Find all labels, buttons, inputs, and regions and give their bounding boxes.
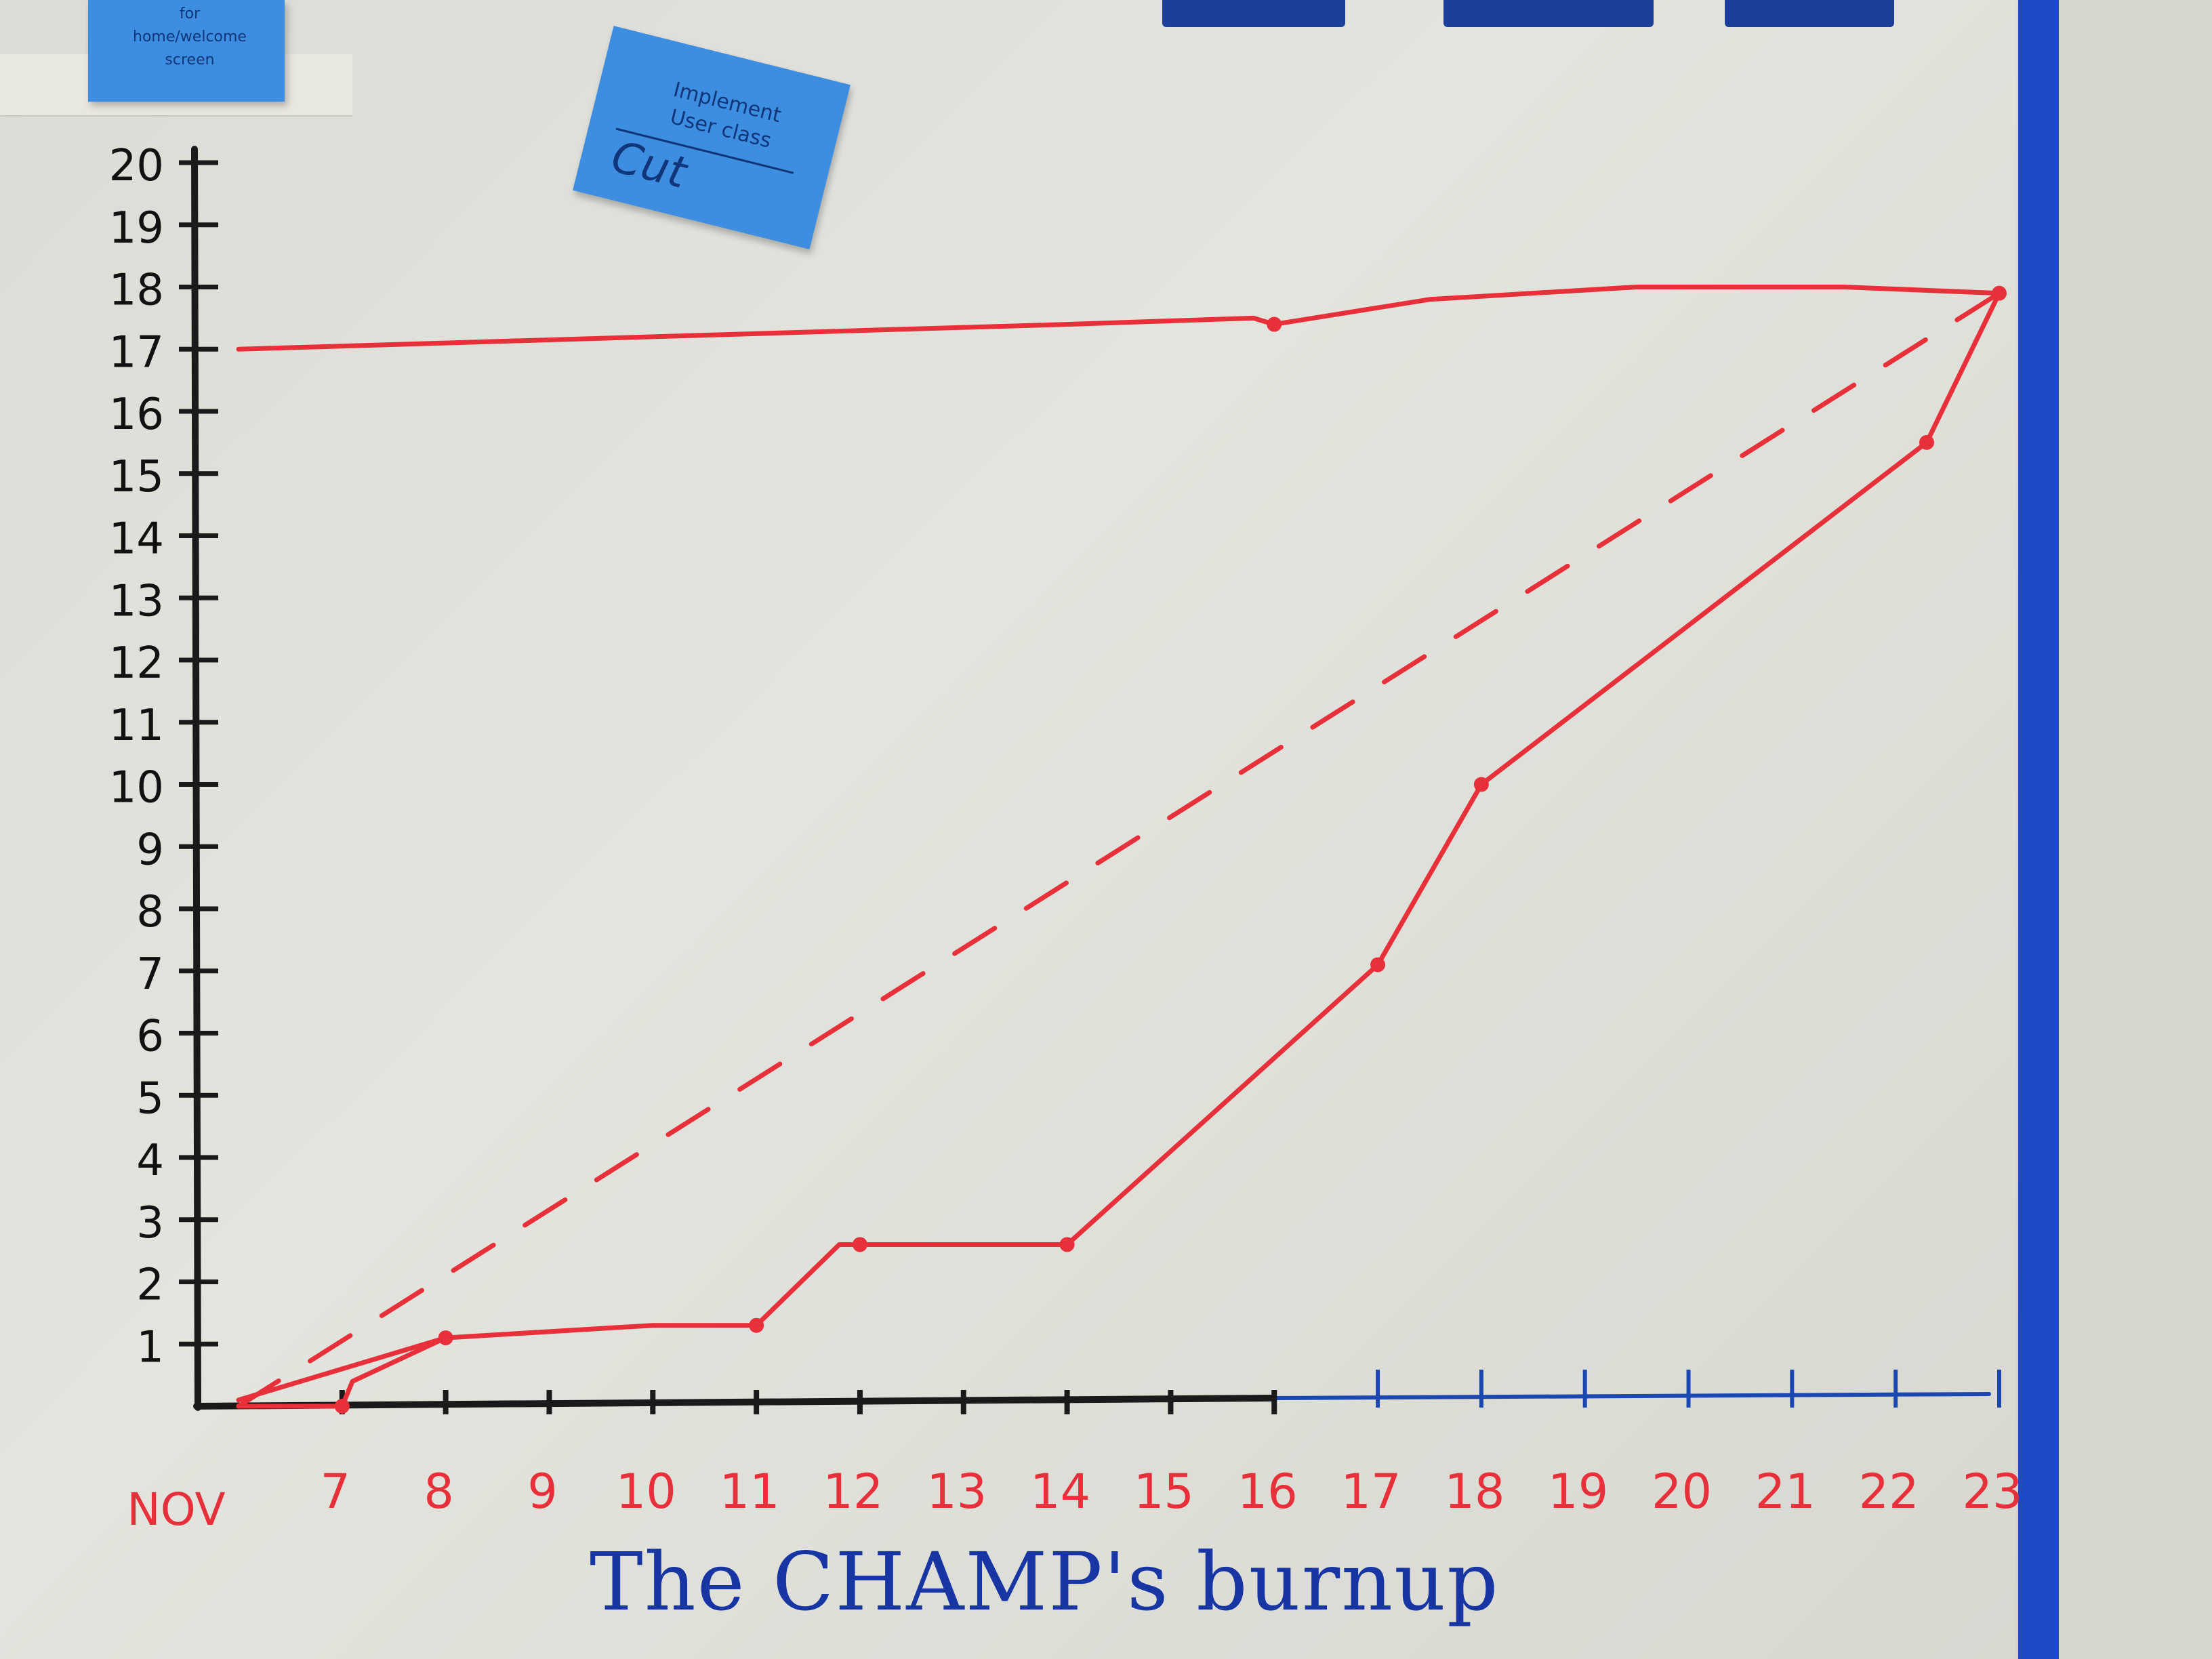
y-tick-label: 12 <box>109 638 164 689</box>
y-tick-label: 5 <box>136 1073 164 1124</box>
y-tick-label: 16 <box>109 390 164 440</box>
x-tick-label: 19 <box>1548 1464 1608 1519</box>
data-point-marker <box>1919 434 1935 450</box>
data-point-marker <box>438 1330 453 1346</box>
y-tick-label: 1 <box>136 1322 164 1372</box>
sticky-note-welcome: for home/welcome screen <box>88 0 285 102</box>
y-tick-label: 7 <box>136 949 164 1000</box>
y-tick-label: 3 <box>136 1198 164 1248</box>
data-point-marker <box>1473 777 1489 792</box>
x-tick-label: 20 <box>1652 1464 1712 1519</box>
x-tick-label: 12 <box>823 1464 883 1519</box>
data-point-marker <box>749 1317 764 1333</box>
chart-series <box>236 285 2002 1409</box>
data-point-marker <box>852 1237 867 1252</box>
y-tick-label: 10 <box>109 763 164 813</box>
y-tick-label: 4 <box>136 1136 164 1186</box>
x-tick-label: 16 <box>1237 1464 1298 1519</box>
y-tick-label: 15 <box>109 452 164 502</box>
x-tick-label: 8 <box>424 1464 454 1519</box>
series-line-ideal <box>236 291 2002 1409</box>
x-tick-label: 21 <box>1755 1464 1816 1519</box>
x-axis <box>193 1395 1278 1410</box>
sticky-note-line: screen <box>165 52 215 68</box>
x-tick-label: 9 <box>527 1464 558 1519</box>
y-axis <box>191 146 201 1411</box>
x-tick-label: 18 <box>1444 1464 1504 1519</box>
y-tick-label: 9 <box>136 825 164 875</box>
x-tick-label: 13 <box>926 1464 987 1519</box>
series-line-scope <box>236 285 2002 352</box>
x-axis-month-label: NOV <box>127 1483 225 1536</box>
y-tick-label: 19 <box>109 203 164 253</box>
x-tick-label: 22 <box>1859 1464 1919 1519</box>
y-tick-label: 8 <box>136 887 164 937</box>
y-tick-label: 17 <box>109 327 164 377</box>
x-tick-label: 11 <box>720 1464 780 1519</box>
y-tick-label: 20 <box>109 141 164 191</box>
sticky-note-dark <box>1162 0 1345 27</box>
data-point-marker <box>1059 1237 1075 1252</box>
y-tick-label: 14 <box>109 514 164 565</box>
y-tick-label: 11 <box>109 701 164 751</box>
x-tick-label: 10 <box>616 1464 676 1519</box>
x-tick-label: 23 <box>1962 1464 2022 1519</box>
data-point-marker <box>334 1399 350 1414</box>
chart-markers <box>334 285 2007 1414</box>
chart-title: The CHAMP's burnup <box>590 1535 1500 1629</box>
sticky-note-line: home/welcome <box>133 28 247 45</box>
wall-edge <box>2059 0 2212 1659</box>
sticky-note-dark <box>1725 0 1894 27</box>
y-tick-label: 18 <box>109 266 164 316</box>
y-tick-label: 13 <box>109 576 164 626</box>
sticky-note-line: for <box>179 5 201 22</box>
x-tick-label: 7 <box>321 1464 351 1519</box>
x-tick-label: 17 <box>1341 1464 1401 1519</box>
y-tick-label: 2 <box>136 1261 164 1311</box>
data-point-marker <box>1992 285 2007 301</box>
blue-tape-border <box>2018 0 2059 1659</box>
data-point-marker <box>1267 316 1282 332</box>
data-point-marker <box>1370 957 1386 972</box>
sticky-note-dark <box>1443 0 1654 27</box>
x-axis-future <box>1272 1392 1991 1400</box>
series-line-completed <box>236 291 2002 1409</box>
x-tick-label: 14 <box>1030 1464 1090 1519</box>
x-tick-label: 15 <box>1134 1464 1194 1519</box>
y-tick-label: 6 <box>136 1012 164 1062</box>
chart-axes <box>179 146 2001 1414</box>
series-line-completed-alt <box>236 1335 449 1403</box>
